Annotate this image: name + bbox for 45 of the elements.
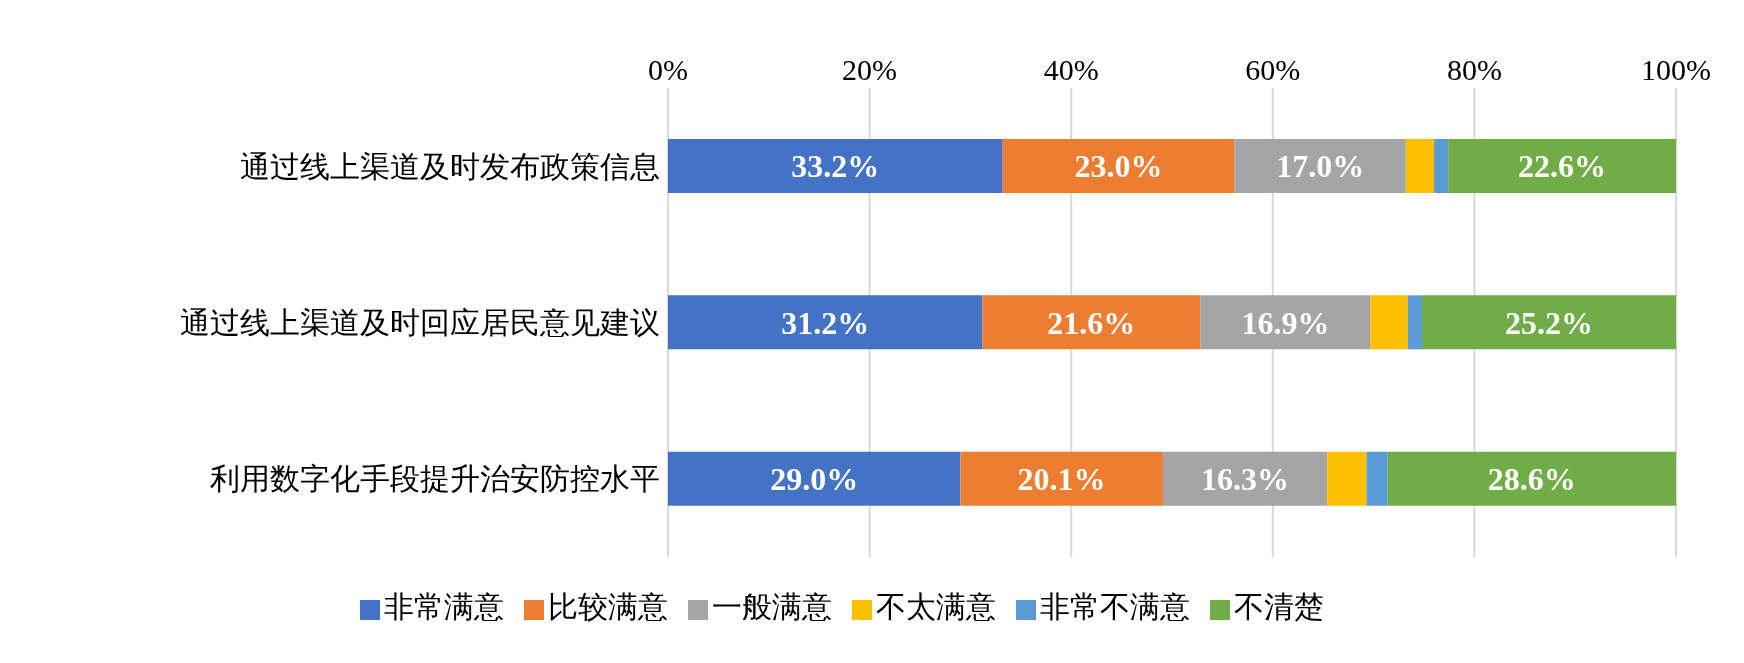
data-label: 20.1% <box>1017 460 1106 497</box>
data-label: 22.6% <box>1518 148 1607 185</box>
data-label: 21.6% <box>1047 304 1136 341</box>
bar <box>1327 451 1367 506</box>
bar <box>668 451 961 506</box>
bar <box>1370 295 1408 350</box>
bar <box>1162 451 1328 506</box>
x-tick-label: 60% <box>1245 53 1301 86</box>
bar <box>1448 139 1676 193</box>
bar <box>1387 451 1676 506</box>
legend-label: 比较满意 <box>548 590 668 623</box>
bar <box>668 139 1003 193</box>
y-tick-label: 利用数字化手段提升治安防控水平 <box>210 462 660 496</box>
data-label: 25.2% <box>1504 304 1593 341</box>
legend-label: 不清楚 <box>1234 590 1324 623</box>
data-label: 16.9% <box>1241 304 1330 341</box>
legend-label: 非常满意 <box>384 590 504 623</box>
data-label: 29.0% <box>770 460 859 497</box>
data-label: 16.3% <box>1201 460 1290 497</box>
x-tick-label: 80% <box>1446 53 1502 86</box>
bar <box>668 295 983 350</box>
x-tick-label: 0% <box>648 53 688 86</box>
bar <box>1366 451 1388 506</box>
x-tick-label: 20% <box>842 53 898 86</box>
bar <box>1234 139 1406 193</box>
x-tick-label: 100% <box>1641 53 1711 86</box>
bar <box>960 451 1163 506</box>
y-tick-label: 通过线上渠道及时发布政策信息 <box>240 149 660 183</box>
data-label: 23.0% <box>1074 148 1163 185</box>
bar <box>1405 139 1435 193</box>
bar <box>982 295 1201 350</box>
x-tick-label: 40% <box>1043 53 1099 86</box>
bar <box>1421 295 1676 350</box>
legend-label: 一般满意 <box>712 590 832 623</box>
data-label: 17.0% <box>1276 148 1365 185</box>
data-label: 28.6% <box>1487 460 1576 497</box>
bar <box>1434 139 1449 193</box>
y-tick-label: 通过线上渠道及时回应居民意见建议 <box>180 306 660 340</box>
legend-label: 非常不满意 <box>1040 590 1190 623</box>
data-label: 31.2% <box>781 304 870 341</box>
bar <box>1407 295 1422 350</box>
bar <box>1002 139 1235 193</box>
legend-label: 不太满意 <box>876 590 996 623</box>
bar <box>1200 295 1371 350</box>
data-label: 33.2% <box>791 148 880 185</box>
